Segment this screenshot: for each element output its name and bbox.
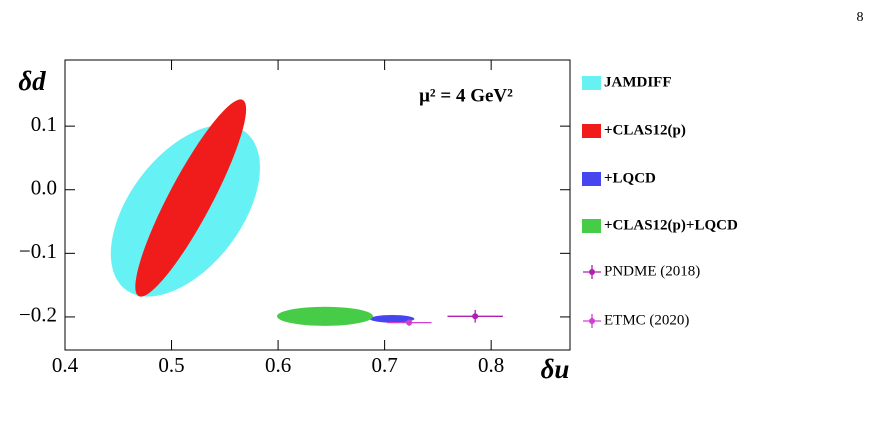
legend-swatch	[582, 124, 601, 138]
x-tick-label: 0.8	[478, 353, 504, 377]
legend-label: JAMDIFF	[604, 74, 672, 90]
annotation: μ² = 4 GeV²	[419, 85, 513, 106]
y-tick-label: 0.1	[31, 112, 57, 136]
legend-label: +CLAS12(p)	[604, 122, 686, 138]
y-axis-label: δd	[18, 66, 46, 96]
point	[406, 319, 413, 326]
y-tick-label: 0.0	[31, 176, 57, 200]
x-axis-label: δu	[541, 354, 570, 384]
legend-swatch	[582, 172, 601, 186]
x-tick-label: 0.7	[371, 353, 397, 377]
legend-label: PNDME (2018)	[604, 263, 700, 279]
ellipse	[277, 306, 373, 326]
x-tick-label: 0.6	[265, 353, 291, 377]
plot-frame	[64, 59, 571, 351]
ellipse	[135, 99, 247, 297]
x-tick-label: 0.5	[158, 353, 184, 377]
page-number: 8	[857, 10, 864, 25]
legend-label: +LQCD	[604, 170, 656, 186]
legend-label: +CLAS12(p)+LQCD	[604, 217, 738, 233]
legend-swatch	[582, 219, 601, 233]
x-tick-label: 0.4	[52, 353, 79, 377]
y-tick-label: −0.2	[19, 303, 57, 327]
y-tick-label: −0.1	[19, 239, 57, 263]
legend-marker	[589, 269, 595, 275]
ellipse	[369, 315, 415, 323]
legend-marker	[589, 318, 595, 324]
legend-label: ETMC (2020)	[604, 312, 689, 328]
legend-swatch	[582, 76, 601, 90]
point	[472, 313, 479, 320]
